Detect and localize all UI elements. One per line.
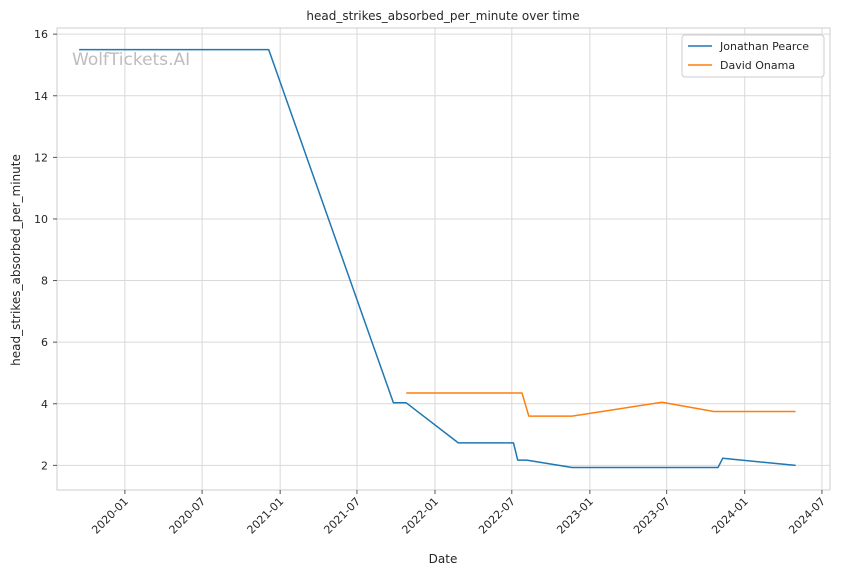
x-tick-label: 2024-07: [786, 495, 828, 537]
x-tick-label: 2020-01: [89, 495, 131, 537]
legend-label: Jonathan Pearce: [719, 40, 809, 53]
x-tick-label: 2024-01: [709, 495, 751, 537]
y-tick-label: 4: [41, 398, 48, 411]
plot-frame: [56, 27, 831, 491]
y-tick-label: 10: [34, 213, 48, 226]
x-tick-label: 2022-01: [399, 495, 441, 537]
series-lines: [79, 48, 796, 469]
x-tick-label: 2021-07: [321, 495, 363, 537]
x-tick-label: 2023-01: [554, 495, 596, 537]
y-tick-label: 6: [41, 336, 48, 349]
x-tick-labels: 2020-01 2020-07 2021-01 2021-07 2022-01 2022-…: [89, 490, 828, 537]
series-line-jonathan-pearce: [79, 48, 796, 469]
legend-label: David Onama: [720, 59, 795, 72]
legend: Jonathan Pearce David Onama: [681, 34, 825, 78]
watermark: WolfTickets.AI: [72, 50, 190, 70]
x-tick-label: 2022-07: [476, 495, 518, 537]
y-tick-label: 2: [41, 459, 48, 472]
y-tick-label: 8: [41, 275, 48, 288]
axes: [56, 27, 831, 491]
y-tick-label: 14: [34, 90, 48, 103]
x-tick-label: 2023-07: [631, 495, 673, 537]
y-tick-label: 12: [34, 151, 48, 164]
chart-title: head_strikes_absorbed_per_minute over ti…: [306, 9, 579, 23]
x-tick-label: 2021-01: [245, 495, 287, 537]
series-line-david-onama: [406, 392, 796, 417]
y-axis-title: head_strikes_absorbed_per_minute: [9, 154, 23, 366]
x-tick-label: 2020-07: [167, 495, 209, 537]
y-tick-labels: 2 4 6 8 10 12 14 16: [34, 28, 57, 472]
grid: [57, 28, 830, 490]
x-axis-title: Date: [429, 552, 458, 566]
legend-box: [681, 34, 825, 78]
y-tick-label: 16: [34, 28, 48, 41]
